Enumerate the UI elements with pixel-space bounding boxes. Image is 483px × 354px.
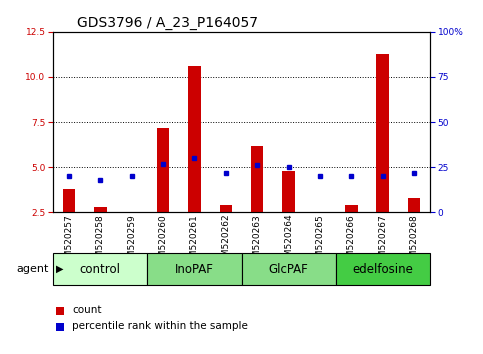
Bar — [345, 205, 358, 212]
FancyBboxPatch shape — [147, 253, 242, 285]
Text: count: count — [72, 305, 102, 315]
Text: GDS3796 / A_23_P164057: GDS3796 / A_23_P164057 — [77, 16, 258, 30]
Text: control: control — [80, 263, 121, 275]
FancyBboxPatch shape — [242, 253, 336, 285]
FancyBboxPatch shape — [336, 253, 430, 285]
Bar — [408, 198, 420, 212]
Text: ▶: ▶ — [56, 264, 63, 274]
Text: percentile rank within the sample: percentile rank within the sample — [72, 321, 248, 331]
Text: agent: agent — [16, 264, 48, 274]
Text: edelfosine: edelfosine — [352, 263, 413, 275]
Bar — [94, 207, 107, 212]
Bar — [251, 145, 264, 212]
Bar — [377, 53, 389, 212]
Bar — [63, 189, 75, 212]
Bar — [156, 127, 169, 212]
Text: GlcPAF: GlcPAF — [269, 263, 309, 275]
Bar — [188, 66, 201, 212]
FancyBboxPatch shape — [53, 253, 147, 285]
Text: InoPAF: InoPAF — [175, 263, 214, 275]
Bar — [282, 171, 295, 212]
Bar — [220, 205, 232, 212]
